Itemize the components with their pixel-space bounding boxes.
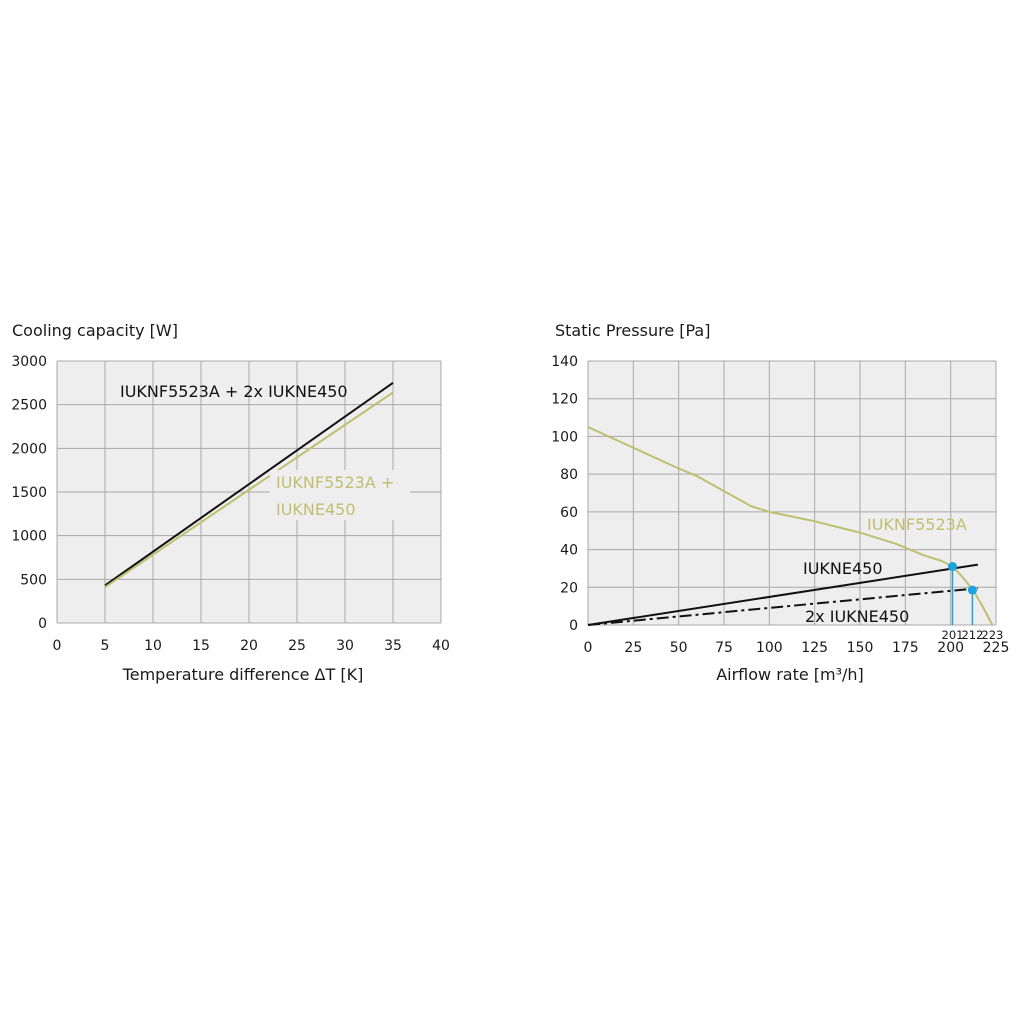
chart-title: Static Pressure [Pa] bbox=[555, 321, 710, 340]
y-tick-label: 0 bbox=[38, 616, 47, 632]
static-pressure-chart: Static Pressure [Pa] 0 25 50 75 100 125 150 175… bbox=[551, 321, 1009, 684]
x-tick-label: 25 bbox=[288, 638, 306, 654]
series-label-2x-iukne450: 2x IUKNE450 bbox=[805, 607, 909, 626]
x-tick-label: 75 bbox=[715, 640, 733, 656]
series-label-olive-line2: IUKNE450 bbox=[276, 500, 356, 519]
x-tick-label: 200 bbox=[937, 640, 964, 656]
x-tick-label: 25 bbox=[624, 640, 642, 656]
x-tick-label: 20 bbox=[240, 638, 258, 654]
y-tick-label: 3000 bbox=[11, 354, 47, 370]
x-tick-label: 35 bbox=[384, 638, 402, 654]
y-tick-label: 1500 bbox=[11, 485, 47, 501]
operating-point-label: 201 bbox=[942, 628, 964, 642]
series-label-iukne450: IUKNE450 bbox=[803, 559, 883, 578]
y-tick-label: 100 bbox=[551, 429, 578, 445]
x-tick-label: 0 bbox=[584, 640, 593, 656]
cooling-capacity-chart: Cooling capacity [W] 0 5 10 15 20 25 30 35 40 0 50… bbox=[11, 321, 450, 684]
y-tick-label: 2500 bbox=[11, 398, 47, 414]
series-line-0 bbox=[587, 426, 994, 626]
chart-title: Cooling capacity [W] bbox=[12, 321, 178, 340]
series-label-olive-line1: IUKNF5523A + bbox=[276, 473, 394, 492]
series-line-0 bbox=[104, 382, 394, 587]
x-tick-label: 150 bbox=[847, 640, 874, 656]
y-tick-label: 20 bbox=[560, 580, 578, 596]
tick-labels: 0 25 50 75 100 125 150 175 200 225 0 20 40 60 80 100 120… bbox=[551, 354, 1009, 656]
x-tick-label: 15 bbox=[192, 638, 210, 654]
x-tick-label: 40 bbox=[432, 638, 450, 654]
y-tick-label: 60 bbox=[560, 505, 578, 521]
operating-point-label: 212 bbox=[961, 628, 983, 642]
operating-point-marker bbox=[967, 585, 977, 595]
y-tick-label: 0 bbox=[569, 618, 578, 634]
series-line-2 bbox=[587, 587, 978, 626]
series-label-black: IUKNF5523A + 2x IUKNE450 bbox=[120, 382, 348, 401]
y-tick-label: 120 bbox=[551, 392, 578, 408]
y-tick-label: 140 bbox=[551, 354, 578, 370]
grid bbox=[56, 360, 442, 624]
x-tick-label: 10 bbox=[144, 638, 162, 654]
plot-area bbox=[588, 361, 996, 625]
x-tick-label: 175 bbox=[892, 640, 919, 656]
y-tick-label: 40 bbox=[560, 543, 578, 559]
y-tick-label: 80 bbox=[560, 467, 578, 483]
series-lines bbox=[587, 426, 994, 626]
label-backdrop bbox=[270, 470, 410, 520]
x-axis-label: Temperature difference ΔT [K] bbox=[122, 665, 364, 684]
y-tick-label: 2000 bbox=[11, 441, 47, 457]
x-tick-label: 125 bbox=[801, 640, 828, 656]
x-tick-label: 50 bbox=[670, 640, 688, 656]
grid bbox=[587, 360, 997, 626]
x-tick-label: 225 bbox=[983, 640, 1010, 656]
y-tick-label: 1000 bbox=[11, 529, 47, 545]
series-line-1 bbox=[587, 563, 979, 626]
y-tick-label: 500 bbox=[20, 572, 47, 588]
x-tick-label: 30 bbox=[336, 638, 354, 654]
curve-end-label: 223 bbox=[981, 628, 1003, 642]
tick-labels: 0 5 10 15 20 25 30 35 40 0 500 1000 1500 2000 2500 3000 bbox=[11, 354, 450, 654]
series-label-iuknf5523a: IUKNF5523A bbox=[867, 515, 967, 534]
series-line-1 bbox=[104, 391, 394, 589]
x-tick-label: 100 bbox=[756, 640, 783, 656]
series-lines bbox=[104, 382, 394, 589]
x-tick-label: 5 bbox=[101, 638, 110, 654]
operating-point-marker bbox=[947, 562, 957, 572]
x-tick-label: 0 bbox=[53, 638, 62, 654]
x-axis-label: Airflow rate [m³/h] bbox=[716, 665, 864, 684]
